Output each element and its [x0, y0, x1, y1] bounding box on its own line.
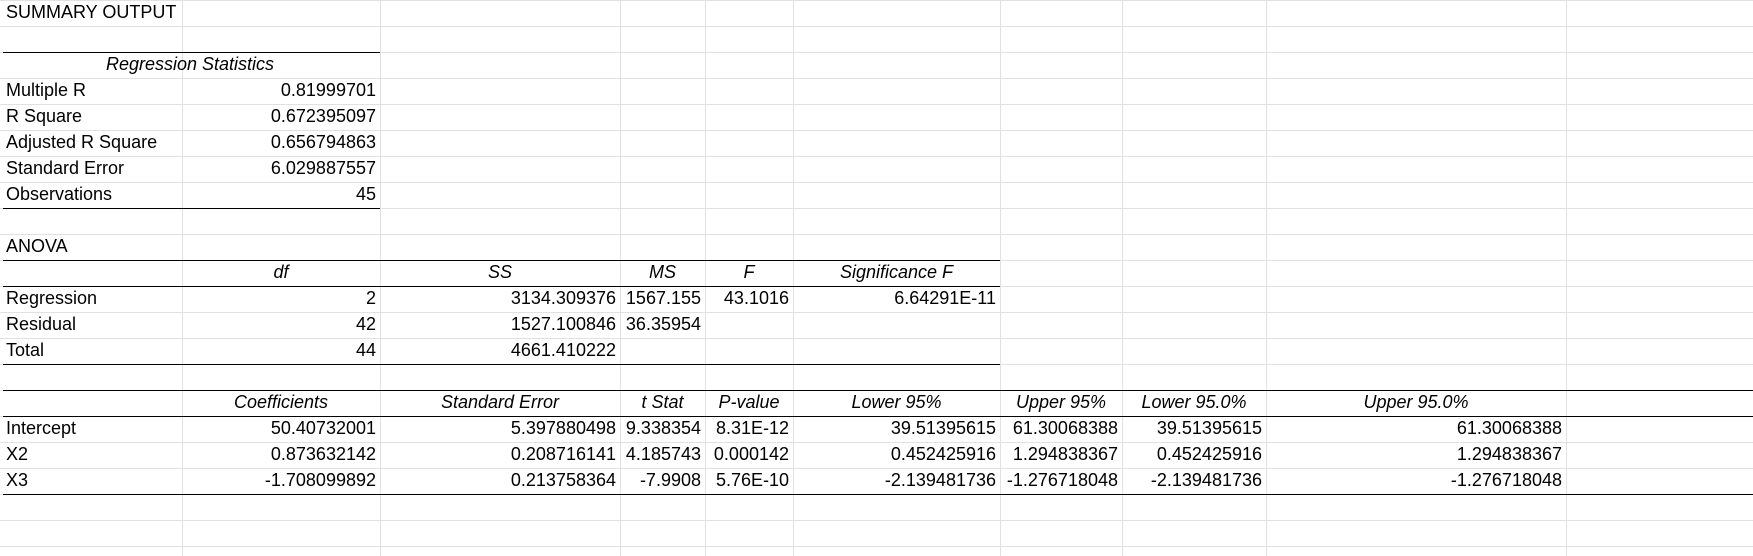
anova-cell[interactable]: 1567.155 [625, 288, 701, 308]
coefficients-header[interactable]: Standard Error [440, 392, 560, 412]
coefficient-cell[interactable]: 1.294838367 [1456, 444, 1562, 464]
coefficient-cell[interactable]: -1.276718048 [1450, 470, 1562, 490]
coefficient-cell[interactable]: 5.76E-10 [715, 470, 789, 490]
anova-header[interactable]: MS [649, 262, 676, 282]
stat-value[interactable]: 0.672395097 [270, 106, 376, 126]
coefficient-cell[interactable]: -1.708099892 [264, 470, 376, 490]
anova-cell[interactable] [705, 336, 793, 365]
border-line [3, 260, 1000, 261]
anova-row-label[interactable]: Regression [6, 288, 98, 308]
stat-value[interactable]: 45 [355, 184, 376, 204]
coefficient-cell[interactable]: 61.30068388 [1456, 418, 1562, 438]
stat-value[interactable]: 0.81999701 [280, 80, 376, 100]
gridline [1266, 0, 1267, 556]
stat-label[interactable]: Standard Error [6, 158, 125, 178]
border-line [3, 52, 380, 53]
anova-row-label[interactable]: Residual [6, 314, 77, 334]
gridline [1122, 0, 1123, 556]
coefficient-cell[interactable]: -7.9908 [639, 470, 701, 490]
anova-header[interactable]: SS [487, 262, 512, 282]
anova-cell[interactable]: 36.35954 [625, 314, 701, 334]
border-line [3, 390, 1753, 391]
coefficient-row-label[interactable]: Intercept [6, 418, 77, 438]
coefficient-cell[interactable]: 0.213758364 [510, 470, 616, 490]
coefficient-cell[interactable]: 4.185743 [625, 444, 701, 464]
border-line [3, 286, 1000, 287]
coefficients-header[interactable]: Coefficients [233, 392, 329, 412]
border-line [3, 494, 1753, 495]
anova-header[interactable]: df [273, 262, 289, 282]
anova-cell[interactable] [793, 310, 1000, 339]
anova-cell[interactable] [620, 336, 705, 365]
coefficient-cell[interactable]: 0.208716141 [510, 444, 616, 464]
anova-header[interactable]: F [743, 262, 755, 282]
coefficient-cell[interactable]: 39.51395615 [1156, 418, 1262, 438]
anova-cell[interactable]: 44 [355, 340, 376, 360]
coefficient-cell[interactable]: 8.31E-12 [715, 418, 789, 438]
gridline [705, 0, 706, 556]
stat-label[interactable]: R Square [6, 106, 83, 126]
anova-header[interactable]: Significance F [839, 262, 954, 282]
stat-label[interactable]: Observations [6, 184, 113, 204]
coefficient-cell[interactable]: 0.452425916 [1156, 444, 1262, 464]
anova-cell[interactable] [793, 336, 1000, 365]
anova-cell[interactable]: 42 [355, 314, 376, 334]
anova-row-label[interactable]: Total [6, 340, 45, 360]
coefficient-cell[interactable]: 0.873632142 [270, 444, 376, 464]
coefficient-cell[interactable]: 0.452425916 [890, 444, 996, 464]
anova-cell[interactable]: 43.1016 [723, 288, 789, 308]
coefficients-header[interactable]: P-value [718, 392, 780, 412]
coefficient-row-label[interactable]: X2 [6, 444, 29, 464]
stat-value[interactable]: 6.029887557 [270, 158, 376, 178]
anova-cell[interactable]: 4661.410222 [510, 340, 616, 360]
anova-cell[interactable]: 6.64291E-11 [894, 288, 996, 308]
coefficient-cell[interactable]: 5.397880498 [510, 418, 616, 438]
gridline [620, 0, 621, 556]
anova-cell[interactable]: 3134.309376 [510, 288, 616, 308]
gridline [793, 0, 794, 556]
anova-cell[interactable] [705, 310, 793, 339]
coefficients-header[interactable]: Lower 95% [851, 392, 942, 412]
gridline [182, 0, 183, 556]
coefficients-header[interactable]: Upper 95.0% [1363, 392, 1469, 412]
coefficients-header[interactable]: Upper 95% [1015, 392, 1107, 412]
coefficient-cell[interactable]: 9.338354 [625, 418, 701, 438]
coefficient-cell[interactable]: -2.139481736 [884, 470, 996, 490]
coefficient-cell[interactable]: 39.51395615 [890, 418, 996, 438]
stat-label[interactable]: Multiple R [6, 80, 87, 100]
coefficients-header[interactable]: Lower 95.0% [1141, 392, 1247, 412]
anova-cell[interactable]: 2 [365, 288, 376, 308]
coefficient-cell[interactable]: 1.294838367 [1012, 444, 1118, 464]
gridline [1566, 0, 1567, 556]
summary-output-title[interactable]: SUMMARY OUTPUT [6, 2, 177, 22]
anova-title[interactable]: ANOVA [6, 236, 68, 256]
coefficients-header[interactable]: t Stat [641, 392, 684, 412]
anova-cell[interactable]: 1527.100846 [510, 314, 616, 334]
coefficient-cell[interactable]: 61.30068388 [1012, 418, 1118, 438]
coefficient-cell[interactable]: -1.276718048 [1006, 470, 1118, 490]
border-line [3, 416, 1753, 417]
border-line [3, 208, 380, 209]
stat-value[interactable]: 0.656794863 [270, 132, 376, 152]
coefficient-row-label[interactable]: X3 [6, 470, 29, 490]
gridline [1000, 0, 1001, 556]
coefficient-cell[interactable]: 0.000142 [713, 444, 789, 464]
coefficient-cell[interactable]: -2.139481736 [1150, 470, 1262, 490]
gridline [380, 0, 381, 556]
regression-statistics-header[interactable]: Regression Statistics [105, 54, 275, 74]
stat-label[interactable]: Adjusted R Square [6, 132, 158, 152]
coefficient-cell[interactable]: 50.40732001 [270, 418, 376, 438]
border-line [3, 364, 1000, 365]
